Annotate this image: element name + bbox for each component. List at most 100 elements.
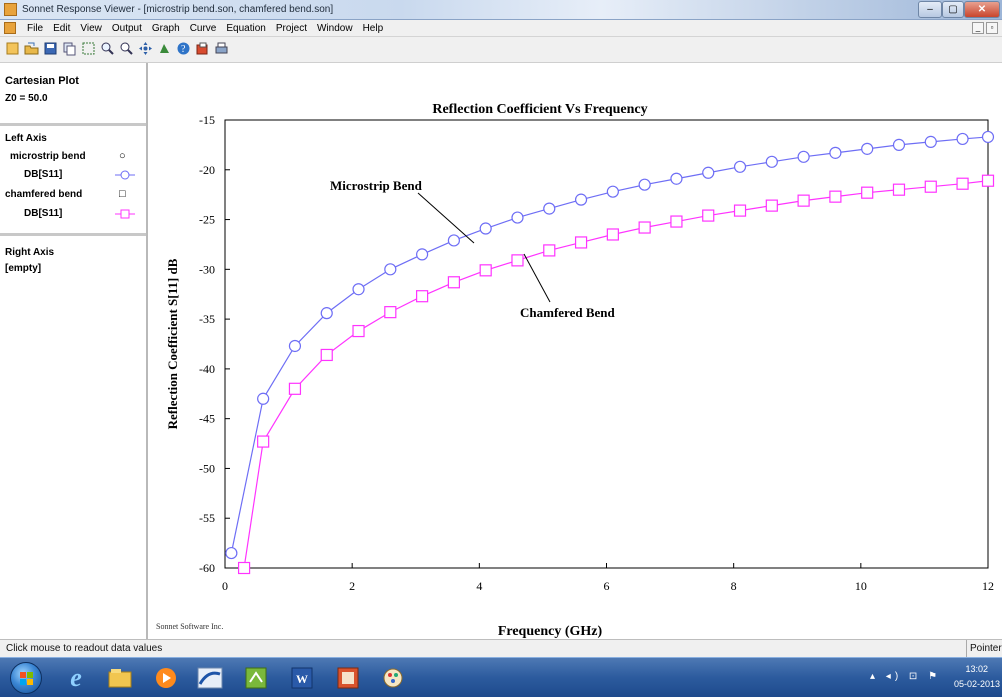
status-mode: Pointer xyxy=(966,640,1002,658)
data-point-circle[interactable] xyxy=(384,263,397,276)
data-point-circle[interactable] xyxy=(511,211,524,224)
data-point-square[interactable] xyxy=(606,228,619,241)
data-point-square[interactable] xyxy=(288,382,302,395)
calculator-icon[interactable] xyxy=(238,662,274,694)
menu-curve[interactable]: Curve xyxy=(189,23,217,34)
data-point-circle[interactable] xyxy=(606,185,619,198)
minimize-button[interactable]: – xyxy=(918,1,942,18)
data-point-square[interactable] xyxy=(670,215,683,228)
menu-edit[interactable]: Edit xyxy=(53,23,71,34)
clock-time[interactable]: 13:02 xyxy=(965,664,988,674)
data-point-circle[interactable] xyxy=(733,160,747,173)
data-point-square[interactable] xyxy=(892,183,906,196)
data-point-square[interactable] xyxy=(574,236,588,249)
pan-icon[interactable] xyxy=(138,41,153,56)
plot-area[interactable]: Reflection Coefficient Vs Frequency -15 -… xyxy=(150,63,1002,639)
zoom-out-icon[interactable] xyxy=(119,41,134,56)
data-point-circle[interactable] xyxy=(320,307,333,320)
curve-list-panel: Cartesian Plot Z0 = 50.0 Left Axis micro… xyxy=(0,63,148,639)
data-point-square[interactable] xyxy=(479,264,492,277)
menu-equation[interactable]: Equation xyxy=(226,23,266,34)
paint-icon[interactable] xyxy=(376,662,412,694)
menu-project[interactable]: Project xyxy=(275,23,307,34)
data-point-square[interactable] xyxy=(447,276,460,289)
data-point-circle[interactable] xyxy=(574,193,588,206)
data-point-circle[interactable] xyxy=(861,142,874,155)
curve-param-microstrip[interactable]: DB[S11] xyxy=(24,169,63,180)
maximize-button[interactable]: ▢ xyxy=(942,1,964,18)
data-point-circle[interactable] xyxy=(956,132,969,146)
menu-view[interactable]: View xyxy=(80,23,102,34)
data-point-square[interactable] xyxy=(861,186,874,199)
data-point-circle[interactable] xyxy=(416,248,429,261)
data-point-square[interactable] xyxy=(797,194,810,207)
menu-window[interactable]: Window xyxy=(316,23,353,34)
data-point-circle[interactable] xyxy=(797,150,810,163)
powerpoint-icon[interactable] xyxy=(330,662,366,694)
data-point-square[interactable] xyxy=(956,177,969,190)
menu-file[interactable]: File xyxy=(27,23,44,34)
zoom-in-icon[interactable] xyxy=(100,41,115,56)
data-point-square[interactable] xyxy=(638,221,651,234)
data-point-circle[interactable] xyxy=(765,155,778,168)
export-icon[interactable] xyxy=(195,41,210,56)
data-point-circle[interactable] xyxy=(981,130,995,144)
move-icon[interactable] xyxy=(157,41,172,56)
data-point-square[interactable] xyxy=(924,180,937,193)
data-point-circle[interactable] xyxy=(479,222,492,235)
rect-zoom-icon[interactable] xyxy=(81,41,96,56)
print-icon[interactable] xyxy=(214,41,229,56)
data-point-square[interactable] xyxy=(511,254,524,267)
data-point-square[interactable] xyxy=(981,174,995,187)
data-point-circle[interactable] xyxy=(892,138,906,151)
help-icon[interactable]: ? xyxy=(176,41,191,56)
x-tick-label: 8 xyxy=(731,579,737,593)
annotation-microstrip: Microstrip Bend xyxy=(330,178,423,193)
data-point-square[interactable] xyxy=(320,348,333,362)
data-point-circle[interactable] xyxy=(829,146,842,159)
menu-help[interactable]: Help xyxy=(362,23,384,34)
menu-output[interactable]: Output xyxy=(111,23,142,34)
sonnet-icon[interactable] xyxy=(192,662,228,694)
tray-icons[interactable]: ▴ ◂) ⊡ ⚑ xyxy=(870,671,942,682)
curve-name-chamfered[interactable]: chamfered bend xyxy=(5,189,83,200)
curve-name-microstrip[interactable]: microstrip bend xyxy=(10,151,86,162)
data-point-circle[interactable] xyxy=(702,166,715,179)
data-point-square[interactable] xyxy=(765,199,778,212)
data-point-circle[interactable] xyxy=(352,283,365,296)
save-icon[interactable] xyxy=(43,41,58,56)
curve-param-chamfered[interactable]: DB[S11] xyxy=(24,208,63,219)
data-point-square[interactable] xyxy=(416,290,429,303)
data-point-square[interactable] xyxy=(384,306,397,319)
data-point-circle[interactable] xyxy=(924,135,937,149)
data-point-circle[interactable] xyxy=(638,178,651,191)
data-point-circle[interactable] xyxy=(257,392,270,405)
clock-date[interactable]: 05-02-2013 xyxy=(953,679,1000,689)
data-point-square[interactable] xyxy=(733,204,747,217)
data-point-square[interactable] xyxy=(543,244,556,257)
data-point-circle[interactable] xyxy=(288,339,302,353)
data-point-square[interactable] xyxy=(829,190,842,203)
start-button[interactable] xyxy=(10,662,42,694)
document-icon[interactable] xyxy=(4,22,16,34)
menu-graph[interactable]: Graph xyxy=(151,23,180,34)
chart-canvas[interactable]: Reflection Coefficient Vs Frequency -15 -… xyxy=(150,63,1002,639)
data-point-square[interactable] xyxy=(352,324,365,338)
media-player-icon[interactable] xyxy=(148,662,184,694)
data-point-circle[interactable] xyxy=(670,172,683,185)
mdi-minimize-button[interactable]: _ xyxy=(972,22,984,34)
explorer-icon[interactable] xyxy=(102,662,138,694)
data-point-circle[interactable] xyxy=(225,546,238,560)
open-icon[interactable] xyxy=(24,41,39,56)
data-point-square[interactable] xyxy=(702,209,715,222)
mdi-restore-button[interactable]: ▫ xyxy=(986,22,998,34)
data-point-circle[interactable] xyxy=(543,202,556,215)
ie-icon[interactable]: e xyxy=(70,663,82,692)
word-icon[interactable]: W xyxy=(284,662,320,694)
data-point-square[interactable] xyxy=(257,435,270,448)
new-icon[interactable] xyxy=(5,41,20,56)
data-point-square[interactable] xyxy=(237,561,251,575)
copy-icon[interactable] xyxy=(62,41,77,56)
close-button[interactable]: ✕ xyxy=(964,1,1000,18)
data-point-circle[interactable] xyxy=(447,234,460,247)
